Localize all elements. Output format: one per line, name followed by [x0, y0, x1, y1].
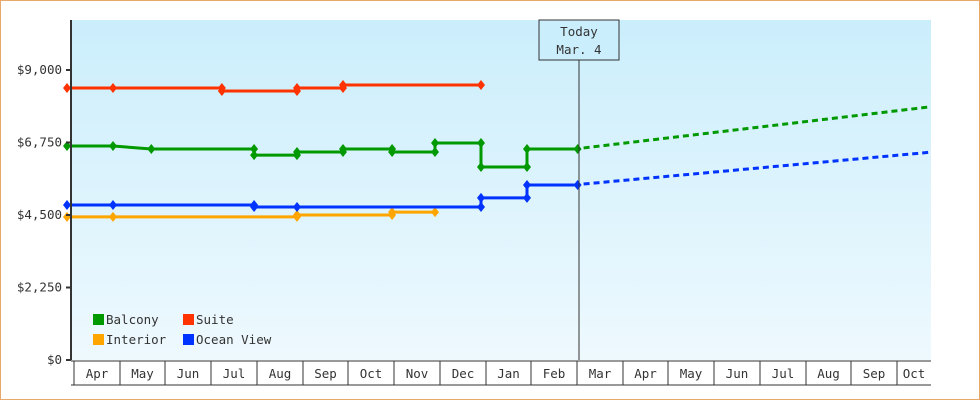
data-point[interactable] [523, 143, 531, 154]
legend-swatch [93, 314, 104, 325]
data-point[interactable] [339, 143, 347, 154]
data-point[interactable] [293, 83, 301, 94]
x-tick-label: Jun [726, 366, 749, 381]
series-ocean-view [63, 150, 932, 212]
x-tick-label: Mar [589, 366, 612, 381]
data-point[interactable] [431, 207, 439, 218]
legend: Balcony Suite Interior Ocean View [93, 312, 272, 347]
legend-label: Ocean View [196, 332, 272, 347]
data-point[interactable] [63, 83, 71, 94]
y-tick-label: $9,000 [17, 62, 62, 77]
data-point[interactable] [109, 83, 117, 94]
today-label: Today [560, 24, 598, 39]
x-tick-label: Apr [634, 366, 657, 381]
x-tick-label: Nov [406, 366, 429, 381]
data-point[interactable] [339, 79, 347, 90]
x-tick-label: Oct [360, 366, 383, 381]
y-tick-label: $6,750 [17, 135, 62, 150]
data-point[interactable] [523, 192, 531, 203]
data-point[interactable] [523, 180, 531, 191]
forecast-line [583, 150, 932, 186]
legend-label: Suite [196, 312, 234, 327]
series-balcony [63, 105, 932, 172]
data-point[interactable] [388, 147, 397, 158]
x-tick-label: May [131, 366, 154, 381]
legend-label: Interior [106, 332, 167, 347]
today-marker: Today Mar. 4 [538, 19, 620, 360]
x-tick-label: Dec [452, 366, 475, 381]
today-date: Mar. 4 [556, 42, 601, 57]
data-point[interactable] [293, 147, 301, 158]
series-suite [63, 79, 485, 96]
x-tick-label: Feb [543, 366, 566, 381]
data-point[interactable] [109, 141, 117, 152]
x-tick-label: May [680, 366, 703, 381]
legend-label: Balcony [106, 312, 159, 327]
data-point[interactable] [63, 141, 71, 152]
y-axis-ticks: $0 $2,250 $4,500 $6,750 $9,000 [17, 62, 71, 367]
data-point[interactable] [109, 200, 117, 211]
x-tick-label: Apr [86, 366, 109, 381]
data-point[interactable] [431, 137, 439, 148]
y-tick-label: $2,250 [17, 280, 62, 295]
data-point[interactable] [147, 143, 156, 154]
x-tick-label: Jul [772, 366, 795, 381]
data-point[interactable] [109, 211, 117, 222]
x-tick-label: Oct [903, 366, 926, 381]
data-point[interactable] [293, 210, 301, 220]
legend-swatch [183, 334, 194, 345]
x-axis-ticks: Apr May Jun Jul Aug Sep Oct Nov Dec Jan Feb Mar Apr M… [71, 360, 931, 386]
series-layer [63, 79, 932, 222]
x-tick-label: Sep [314, 366, 337, 381]
data-point[interactable] [63, 211, 71, 222]
data-point[interactable] [250, 150, 259, 161]
data-point[interactable] [293, 201, 301, 212]
data-point[interactable] [431, 147, 439, 158]
data-point[interactable] [477, 161, 485, 172]
data-point[interactable] [477, 201, 485, 212]
y-tick-label: $0 [47, 352, 62, 367]
x-tick-label: Aug [817, 366, 840, 381]
data-point[interactable] [217, 85, 226, 96]
data-point[interactable] [477, 79, 485, 90]
x-tick-label: Aug [269, 366, 292, 381]
plot-area [71, 20, 931, 360]
x-tick-label: Jan [497, 366, 520, 381]
data-point[interactable] [573, 180, 582, 191]
data-point[interactable] [477, 137, 485, 148]
forecast-line [583, 105, 932, 150]
data-point[interactable] [477, 192, 485, 203]
x-tick-label: Sep [863, 366, 886, 381]
data-point[interactable] [250, 201, 259, 212]
legend-swatch [183, 314, 194, 325]
legend-swatch [93, 334, 104, 345]
data-point[interactable] [63, 200, 71, 211]
data-point[interactable] [523, 161, 531, 172]
y-tick-label: $4,500 [17, 207, 62, 222]
x-tick-label: Jun [177, 366, 200, 381]
x-tick-label: Jul [223, 366, 246, 381]
data-point[interactable] [388, 207, 397, 218]
data-point[interactable] [250, 143, 259, 154]
data-point[interactable] [573, 143, 582, 154]
